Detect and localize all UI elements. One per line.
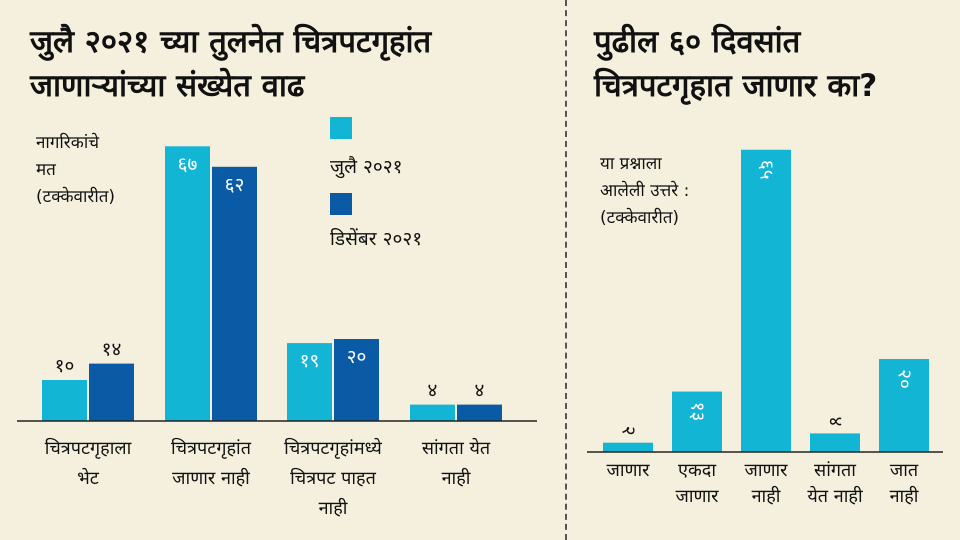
left-bar-december-2 (334, 339, 379, 421)
right-bar-3 (810, 433, 860, 452)
left-value-label-0-0: १० (55, 355, 75, 377)
legend-label-july: जुलै २०२१ (330, 156, 403, 178)
right-title-line2: चित्रपटगृहात जाणार का? (594, 68, 878, 104)
left-value-label-1-1: ६२ (225, 174, 245, 196)
right-bar-2 (741, 149, 791, 452)
right-bar-1 (672, 391, 722, 452)
right-unit-note: या प्रश्नाला आलेली उत्तरे : (टक्केवारीत) (600, 151, 689, 232)
left-category-label-2: चित्रपटगृहांमध्ये चित्रपट पाहत नाही (284, 438, 382, 519)
left-bar-december-0 (89, 363, 134, 421)
left-value-label-1-0: १४ (102, 339, 122, 361)
right-note-line2: आलेली उत्तरे : (600, 181, 690, 201)
right-value-label-1: १३ (687, 402, 709, 422)
left-category-label-3: सांगता येत नाही (421, 438, 491, 489)
left-note-line2: मत (36, 160, 56, 180)
right-title-line1: पुढील ६० दिवसांत (594, 24, 801, 60)
right-value-label-0: २ (618, 426, 640, 436)
right-category-label-0: जाणार (606, 460, 650, 481)
left-bar-july-2 (287, 343, 332, 421)
left-value-label-0-2: १९ (300, 350, 320, 372)
right-chart-title: पुढील ६० दिवसांत चित्रपटगृहात जाणार का? (594, 20, 944, 108)
left-title-line2: जाणाऱ्यांच्या संख्येत वाढ (30, 68, 305, 104)
left-bar-july-0 (42, 380, 87, 421)
legend-swatch-december (330, 193, 352, 215)
left-unit-note: नागरिकांचे मत (टक्केवारीत) (36, 130, 115, 211)
left-bar-december-1 (212, 166, 257, 421)
left-bar-july-3 (410, 404, 455, 421)
left-category-label-0: चित्रपटगृहाला भेट (44, 438, 132, 489)
right-category-label-2: जाणार नाही (744, 460, 788, 507)
left-bar-group: १० १४ ६७ ६२ १९ २० ४ ४ (42, 146, 502, 422)
right-bar-0 (603, 442, 653, 452)
right-value-label-3: ४ (825, 416, 847, 426)
left-title-line1: जुलै २०२१ च्या तुलनेत चित्रपटगृहांत (30, 24, 432, 60)
left-note-line1: नागरिकांचे (36, 133, 100, 153)
right-value-label-2: ६५ (756, 160, 778, 180)
right-category-label-4: जात नाही (889, 460, 919, 507)
panel-divider (565, 0, 567, 540)
left-bar-december-3 (457, 404, 502, 421)
left-chart-title: जुलै २०२१ च्या तुलनेत चित्रपटगृहांत जाणा… (30, 20, 550, 108)
left-value-label-0-3: ४ (428, 380, 438, 402)
left-value-label-1-2: २० (347, 346, 367, 368)
left-bar-july-1 (165, 146, 210, 422)
left-legend: जुलै २०२१ डिसेंबर २०२१ (330, 117, 530, 257)
right-note-line1: या प्रश्नाला (600, 154, 662, 174)
left-note-line3: (टक्केवारीत) (36, 187, 116, 207)
left-value-label-0-1: ६७ (178, 153, 198, 175)
right-category-label-1: एकदा जाणार (675, 460, 719, 507)
right-note-line3: (टक्केवारीत) (600, 208, 680, 228)
legend-label-december: डिसेंबर २०२१ (330, 228, 423, 250)
right-bar-group: २ १३ ६५ ४ २० (603, 149, 929, 452)
right-value-label-4: २० (894, 369, 916, 389)
legend-swatch-july (330, 117, 352, 139)
left-category-label-1: चित्रपटगृहांत जाणार नाही (171, 438, 251, 489)
left-value-label-1-3: ४ (475, 380, 485, 402)
right-bar-4 (879, 359, 929, 452)
right-category-label-3: सांगता येत नाही (807, 460, 863, 507)
